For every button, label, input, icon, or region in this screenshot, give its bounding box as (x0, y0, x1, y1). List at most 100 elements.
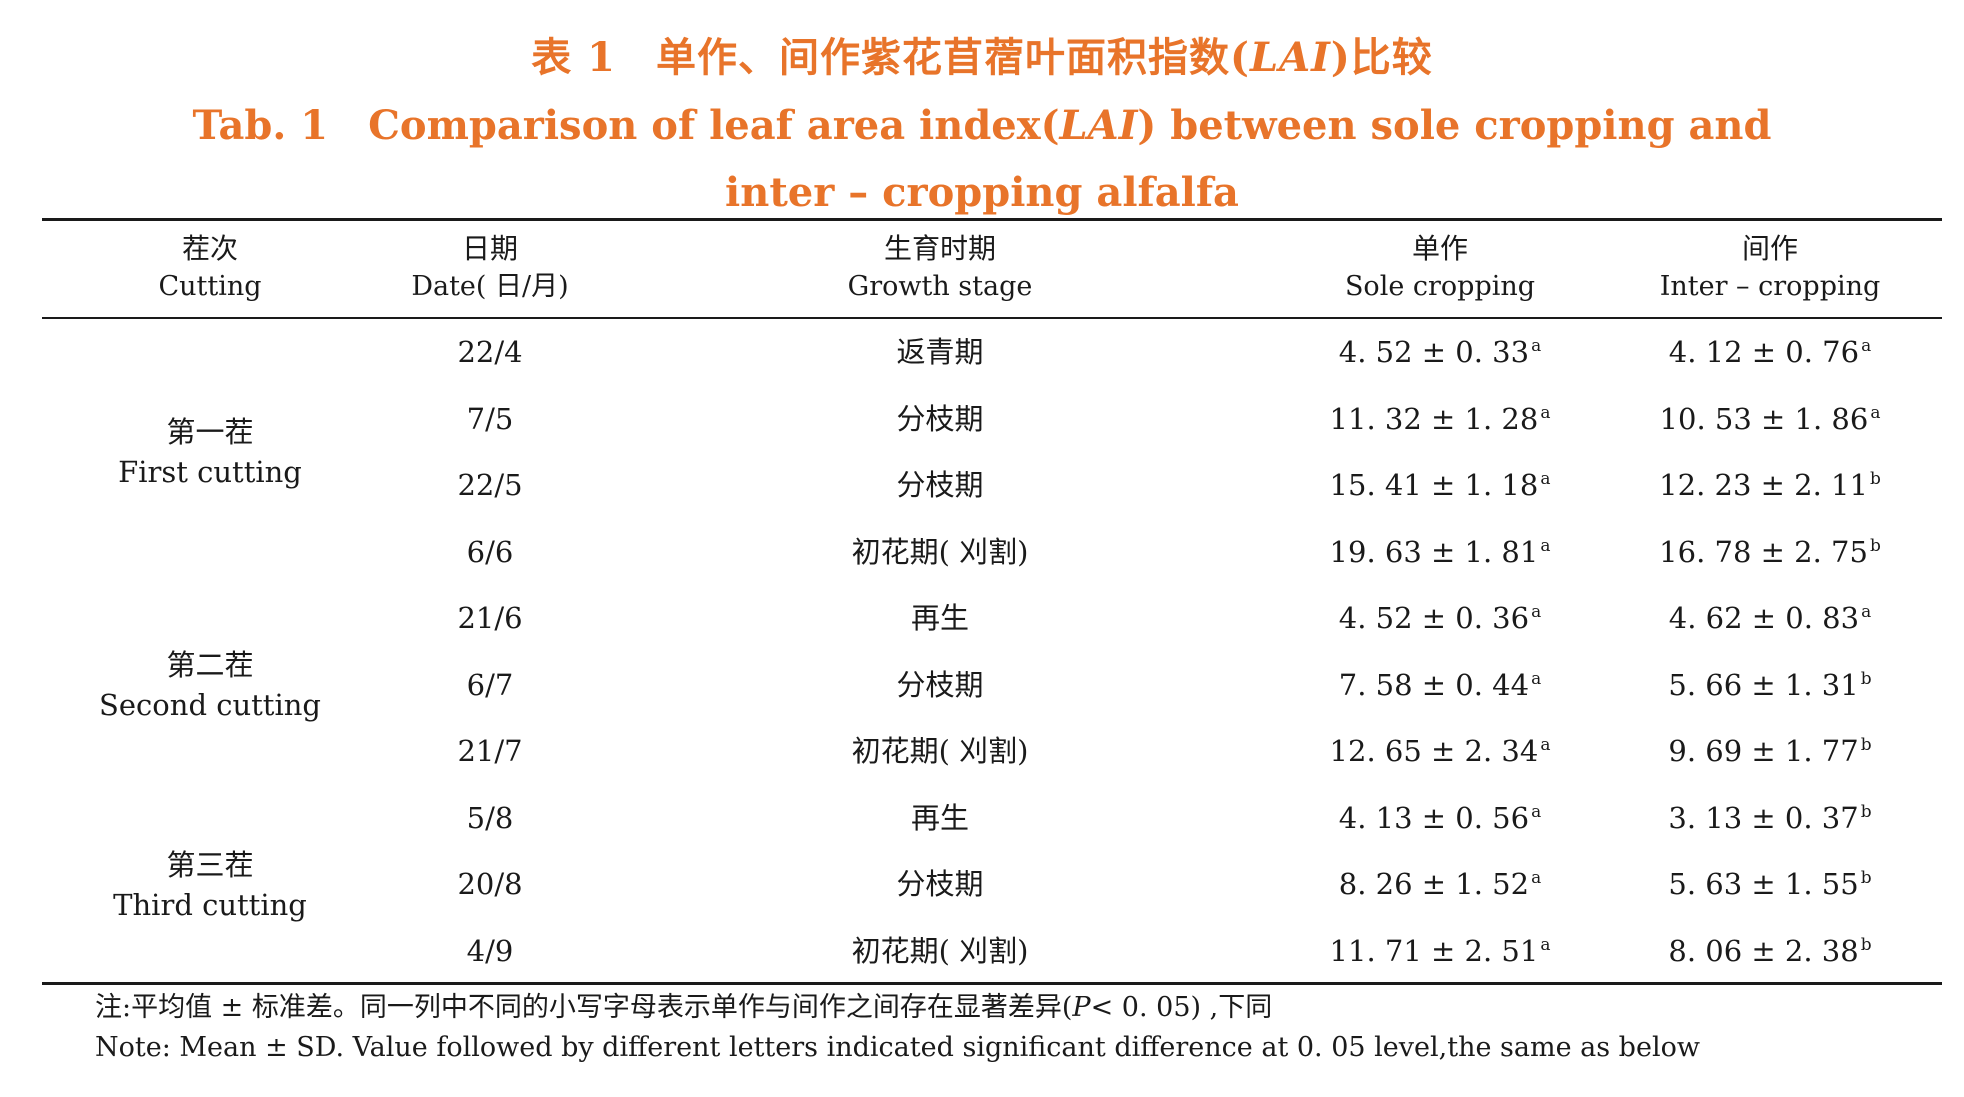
caption-cn-text-a: 单作、间作紫花苜蓿叶面积指数( (656, 34, 1250, 81)
header-date-en: Date( 日/月) (411, 271, 569, 302)
cell-inter-cropping: 4. 62 ± 0. 83 a (1620, 598, 1920, 638)
header-cutting-cn: 茬次 (181, 232, 238, 265)
header-inter-cropping: 间作 Inter – cropping (1620, 230, 1920, 306)
cell-inter-cropping: 3. 13 ± 0. 37 b (1620, 798, 1920, 838)
cell-date-value: 22/5 (457, 468, 523, 502)
table-note-english: Note: Mean ± SD. Value followed by diffe… (95, 1032, 1700, 1063)
significance-letter: a (1531, 801, 1542, 822)
cell-sole-cropping-value: 8. 26 ± 1. 52 (1338, 867, 1530, 901)
cell-date: 21/6 (340, 598, 640, 638)
header-growth-stage-en: Growth stage (847, 271, 1033, 302)
header-cutting-en: Cutting (158, 271, 262, 302)
cell-sole-cropping: 7. 58 ± 0. 44 a (1290, 665, 1590, 705)
significance-letter: a (1870, 402, 1881, 423)
significance-letter: a (1531, 336, 1542, 357)
significance-letter: b (1860, 668, 1872, 689)
cell-sole-cropping-value: 4. 52 ± 0. 33 (1338, 335, 1530, 369)
cell-date: 5/8 (340, 798, 640, 838)
caption-cn-text-b: )比较 (1330, 34, 1433, 81)
significance-letter: a (1540, 469, 1551, 490)
cell-sole-cropping: 15. 41 ± 1. 18 a (1290, 465, 1590, 505)
cell-sole-cropping: 12. 65 ± 2. 34 a (1290, 731, 1590, 771)
cell-growth-stage: 初花期( 刈割) (740, 931, 1140, 971)
cell-sole-cropping: 19. 63 ± 1. 81 a (1290, 532, 1590, 572)
header-growth-stage-cn: 生育时期 (883, 232, 996, 265)
cell-date: 22/4 (340, 332, 640, 372)
cutting-cn: 第三茬 (166, 848, 254, 882)
note-cn-p: P (1072, 992, 1091, 1023)
cell-inter-cropping-value: 5. 66 ± 1. 31 (1668, 667, 1859, 702)
caption-en-text-b: ) between sole cropping and (1137, 102, 1772, 149)
note-cn-b: < 0. 05) ,下同 (1090, 992, 1273, 1023)
cell-growth-stage-value: 再生 (910, 800, 969, 835)
cell-growth-stage-value: 初花期( 刈割) (851, 534, 1029, 569)
caption-cn-lai: LAI (1249, 34, 1331, 81)
table-header-rule (42, 317, 1942, 319)
cell-growth-stage: 返青期 (740, 332, 1140, 372)
caption-cn-prefix: 表 1 (531, 34, 616, 81)
cell-inter-cropping-value: 4. 62 ± 0. 83 (1668, 601, 1860, 635)
cell-sole-cropping-value: 11. 71 ± 2. 51 (1329, 933, 1539, 968)
cell-date-value: 5/8 (466, 800, 514, 835)
header-date-cn: 日期 (461, 232, 518, 265)
significance-letter: a (1531, 602, 1542, 623)
header-cutting: 茬次 Cutting (60, 230, 360, 306)
cell-date: 7/5 (340, 399, 640, 439)
cell-growth-stage: 初花期( 刈割) (740, 532, 1140, 572)
significance-letter: a (1531, 868, 1542, 889)
significance-letter: a (1540, 934, 1551, 955)
significance-letter: b (1869, 469, 1881, 490)
header-inter-cn: 间作 (1741, 232, 1798, 265)
significance-letter: b (1860, 868, 1872, 889)
cell-date: 6/7 (340, 665, 640, 705)
cell-inter-cropping-value: 3. 13 ± 0. 37 (1668, 800, 1859, 835)
cell-date: 20/8 (340, 864, 640, 904)
cell-sole-cropping-value: 12. 65 ± 2. 34 (1329, 734, 1539, 768)
header-sole-cn: 单作 (1411, 232, 1468, 265)
cell-sole-cropping-value: 7. 58 ± 0. 44 (1338, 667, 1530, 702)
cutting-en: Second cutting (99, 688, 321, 722)
cutting-group-second: 第二茬 Second cutting (60, 645, 360, 725)
cell-inter-cropping: 12. 23 ± 2. 11 b (1620, 465, 1920, 505)
header-growth-stage: 生育时期 Growth stage (740, 230, 1140, 306)
note-cn-a: 注:平均值 ± 标准差。同一列中不同的小写字母表示单作与间作之间存在显著差异( (95, 992, 1073, 1023)
cell-inter-cropping: 9. 69 ± 1. 77 b (1620, 731, 1920, 771)
cell-growth-stage-value: 初花期( 刈割) (851, 734, 1029, 768)
cell-date-value: 21/6 (457, 601, 523, 635)
cell-date-value: 4/9 (466, 933, 514, 968)
significance-letter: a (1531, 668, 1542, 689)
cell-inter-cropping-value: 16. 78 ± 2. 75 (1659, 534, 1868, 569)
cell-growth-stage-value: 再生 (910, 601, 969, 635)
cell-sole-cropping: 8. 26 ± 1. 52 a (1290, 864, 1590, 904)
table-bottom-rule (42, 982, 1942, 985)
cell-growth-stage-value: 分枝期 (896, 468, 984, 502)
cell-date-value: 7/5 (466, 401, 514, 436)
cell-growth-stage: 分枝期 (740, 864, 1140, 904)
cutting-en: First cutting (118, 455, 302, 489)
cell-inter-cropping-value: 10. 53 ± 1. 86 (1659, 401, 1869, 436)
cell-growth-stage-value: 初花期( 刈割) (851, 933, 1029, 968)
cell-date: 4/9 (340, 931, 640, 971)
cell-growth-stage-value: 返青期 (896, 335, 984, 369)
cutting-group-first: 第一茬 First cutting (60, 412, 360, 492)
cell-inter-cropping-value: 4. 12 ± 0. 76 (1668, 335, 1860, 369)
caption-chinese: 表 1 单作、间作紫花苜蓿叶面积指数(LAI)比较 (0, 30, 1964, 86)
cell-inter-cropping-value: 9. 69 ± 1. 77 (1668, 734, 1859, 768)
significance-letter: b (1869, 535, 1881, 556)
cell-date-value: 6/7 (466, 667, 514, 702)
significance-letter: b (1860, 801, 1872, 822)
header-sole-en: Sole cropping (1344, 271, 1536, 302)
cell-growth-stage: 分枝期 (740, 665, 1140, 705)
cutting-cn: 第二茬 (166, 648, 254, 682)
significance-letter: a (1540, 535, 1551, 556)
cell-growth-stage: 再生 (740, 798, 1140, 838)
cell-sole-cropping: 4. 52 ± 0. 36 a (1290, 598, 1590, 638)
cell-growth-stage-value: 分枝期 (896, 401, 984, 436)
cell-date: 21/7 (340, 731, 640, 771)
cell-inter-cropping: 5. 66 ± 1. 31 b (1620, 665, 1920, 705)
cell-growth-stage-value: 分枝期 (896, 667, 984, 702)
cell-growth-stage: 再生 (740, 598, 1140, 638)
cell-sole-cropping-value: 4. 13 ± 0. 56 (1338, 800, 1530, 835)
significance-letter: a (1861, 336, 1872, 357)
caption-en-lai: LAI (1059, 102, 1138, 149)
